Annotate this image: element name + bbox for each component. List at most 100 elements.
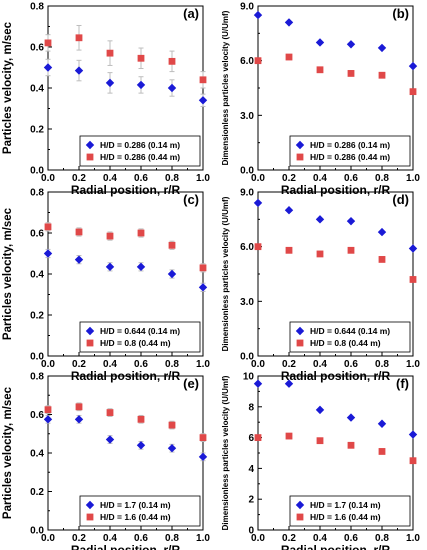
data-point-diamond [346, 216, 356, 226]
y-axis-title: Particles velocity, m/sec [2, 386, 14, 519]
legend-entry-label: H/D = 1.6 (0.44 m) [310, 512, 381, 522]
legend-entry-label: H/D = 1.6 (0.44 m) [100, 512, 171, 522]
data-point-diamond [167, 269, 177, 279]
panel-label: (c) [183, 192, 199, 207]
x-tick-label: 0.2 [282, 533, 296, 544]
legend-marker-diamond [85, 326, 95, 336]
y-tick-label: 0.6 [30, 410, 44, 421]
data-point-diamond [315, 38, 325, 47]
data-point-diamond [284, 379, 294, 388]
x-tick-label: 1.0 [196, 359, 210, 370]
y-tick-label: 9.0 [240, 2, 254, 13]
y-axis-title: Dimensionless particles velocity (U/Umf) [221, 196, 230, 351]
legend-marker-square [86, 153, 94, 161]
y-tick-label: 3.0 [240, 111, 254, 122]
data-point-square [316, 250, 324, 258]
panel-label: (f) [396, 376, 409, 391]
panel-label: (b) [392, 6, 409, 21]
x-tick-label: 0.2 [282, 359, 296, 370]
x-tick-label: 0.6 [344, 533, 358, 544]
x-tick-label: 1.0 [406, 359, 420, 370]
x-tick-label: 0.2 [72, 359, 86, 370]
data-point-square [106, 409, 114, 416]
data-point-diamond [74, 66, 84, 75]
y-tick-label: 0.0 [30, 352, 44, 363]
legend-entry-label: H/D = 0.286 (0.44 m) [100, 152, 180, 162]
data-point-diamond [43, 415, 53, 424]
y-tick-label: 4 [248, 464, 254, 475]
data-point-diamond [167, 83, 177, 93]
data-point-diamond [74, 415, 84, 424]
data-point-square [409, 88, 417, 96]
legend-marker-square [86, 513, 94, 521]
x-tick-label: 1.0 [406, 533, 420, 544]
data-point-diamond [198, 96, 208, 105]
chart-panel-1: 0.0 0.2 0.4 0.6 0.8 1.00.00.20.40.60.8Radial … [2, 2, 210, 198]
data-point-square [106, 232, 114, 240]
data-point-diamond [136, 262, 146, 272]
x-tick-label: 0.2 [72, 533, 86, 544]
legend-entry-label: H/D = 0.644 (0.14 m) [100, 326, 180, 336]
y-tick-label: 10 [243, 372, 255, 383]
legend-marker-diamond [85, 500, 95, 510]
data-point-square [378, 256, 386, 263]
data-point-square [347, 70, 355, 77]
legend-entry-label: H/D = 0.644 (0.14 m) [310, 326, 390, 336]
y-tick-label: 0.6 [30, 229, 44, 240]
data-point-square [347, 441, 355, 449]
y-tick-label: 0.2 [30, 125, 44, 136]
y-tick-label: 0.8 [30, 2, 44, 13]
data-point-square [44, 39, 52, 47]
legend-entry-label: H/D = 0.8 (0.44 m) [100, 338, 171, 348]
y-tick-label: 0.6 [30, 43, 44, 54]
y-axis-title: Dimensionless particles velocity (U/Umf) [221, 375, 230, 530]
y-tick-label: 0 [248, 526, 254, 537]
data-point-square [316, 66, 324, 74]
y-tick-label: 3.0 [240, 297, 254, 308]
x-tick-label: 0.8 [165, 533, 179, 544]
x-tick-label: 1.0 [406, 173, 420, 184]
x-tick-label: 1.0 [196, 533, 210, 544]
x-tick-label: 0.2 [282, 173, 296, 184]
y-tick-label: 0.8 [30, 372, 44, 383]
legend-box [289, 321, 411, 353]
data-point-square [137, 415, 145, 423]
x-tick-label: 0.8 [375, 533, 389, 544]
data-point-square [44, 406, 52, 414]
data-point-square [106, 49, 114, 57]
data-point-diamond [315, 405, 325, 415]
data-point-square [409, 457, 417, 465]
legend-entry-label: H/D = 1.7 (0.14 m) [310, 500, 381, 510]
y-tick-label: 6.0 [240, 56, 254, 67]
legend-marker-square [296, 153, 304, 161]
legend-box [79, 321, 201, 353]
y-tick-label: 0.4 [30, 270, 44, 281]
legend-box [289, 135, 411, 167]
x-tick-label: 0.0 [251, 173, 265, 184]
x-tick-label: 0.8 [165, 173, 179, 184]
data-point-diamond [43, 249, 53, 258]
x-tick-label: 0.4 [103, 533, 117, 544]
data-point-diamond [284, 18, 294, 27]
chart-panel-5: 0.0 0.2 0.4 0.6 0.8 1.00.00.20.40.60.8Radial … [2, 372, 210, 550]
x-tick-label: 0.6 [344, 173, 358, 184]
legend-marker-diamond [85, 140, 95, 150]
data-point-diamond [105, 435, 115, 444]
legend-marker-diamond [295, 500, 305, 510]
x-tick-label: 0.0 [251, 533, 265, 544]
legend-entry-label: H/D = 0.286 (0.44 m) [310, 152, 390, 162]
data-point-square [254, 243, 262, 251]
data-point-square [378, 448, 386, 455]
x-tick-label: 0.8 [375, 359, 389, 370]
legend-marker-diamond [295, 326, 305, 336]
data-point-square [254, 434, 262, 441]
x-tick-label: 0.4 [313, 173, 327, 184]
data-point-square [137, 229, 145, 237]
legend-box [79, 495, 201, 527]
data-point-diamond [346, 40, 356, 49]
panel-label: (d) [392, 192, 409, 207]
y-tick-label: 0.0 [30, 166, 44, 177]
x-axis-title: Radial position, r/R [71, 183, 181, 197]
y-axis-title: Dimensionless particles velocity (U/Umf) [221, 10, 230, 165]
x-tick-label: 0.0 [251, 359, 265, 370]
